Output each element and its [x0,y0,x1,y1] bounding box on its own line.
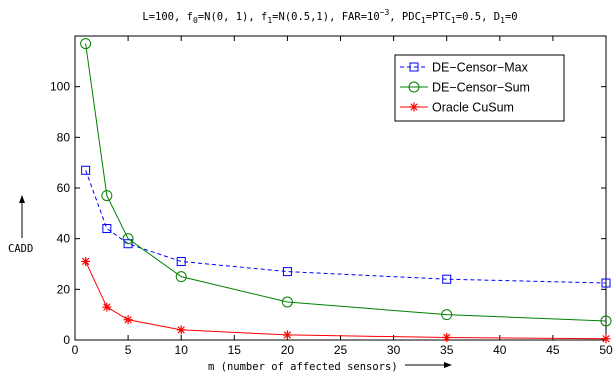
x-tick-label: 40 [493,343,507,357]
legend-marker [409,62,419,72]
data-point [442,332,452,342]
x-tick-label: 20 [281,343,295,357]
x-tick-label: 10 [175,343,189,357]
y-tick-label: 80 [57,130,71,144]
x-axis-arrowhead [444,362,452,368]
data-point [176,325,186,335]
data-point [101,190,113,202]
data-point [123,239,133,249]
legend-label: Oracle CuSum [432,101,514,115]
legend-item: DE−Censor−Max [400,61,529,75]
x-tick-label: 45 [546,343,560,357]
legend: DE−Censor−Max DE−Censor−Sum Oracle CuSum [394,54,565,122]
series-2 [81,256,611,344]
series-1 [80,38,612,327]
data-point [282,330,292,340]
data-point [281,296,293,308]
legend-item: DE−Censor−Sum [400,81,530,95]
data-point [176,256,186,266]
y-tick-label: 40 [57,232,71,246]
data-point [102,224,112,234]
legend-box [394,54,565,122]
data-point [175,271,187,283]
data-point [601,334,611,344]
series-layer [80,38,612,344]
x-tick-label: 25 [334,343,348,357]
y-axis: 0 20 40 60 80 100 [50,80,606,347]
data-point [441,309,453,321]
y-tick-label: 0 [63,333,70,347]
x-tick-label: 50 [599,343,613,357]
data-point [102,302,112,312]
data-point [442,274,452,284]
data-point [122,233,134,245]
data-point [601,278,611,288]
x-tick-label: 30 [387,343,401,357]
x-tick-label: 15 [228,343,242,357]
data-point [123,315,133,325]
y-axis-arrowhead [19,195,25,203]
x-axis-label: m (number of affected sensors) [208,361,398,373]
x-tick-label: 35 [440,343,454,357]
legend-marker [409,102,419,112]
series-0 [81,165,611,288]
x-tick-label: 5 [125,343,132,357]
legend-label: DE−Censor−Max [432,61,529,75]
data-point [81,256,91,266]
y-tick-label: 60 [57,181,71,195]
y-tick-label: 20 [57,282,71,296]
legend-item: Oracle CuSum [400,101,514,115]
y-tick-label: 100 [50,80,70,94]
series-line [85,43,607,322]
x-tick-label: 0 [72,343,79,357]
chart-title: L=100, f0=N(0, 1), f1=N(0.5,1), FAR=10−3… [142,8,517,25]
data-point [600,315,612,327]
x-axis: 0 5 10 15 20 25 30 35 40 45 50 [72,36,613,357]
data-point [282,267,292,277]
y-axis-label: CADD [8,243,33,255]
legend-label: DE−Censor−Sum [432,81,530,95]
data-point [80,38,92,50]
legend-marker [408,81,420,93]
data-point [81,165,91,175]
